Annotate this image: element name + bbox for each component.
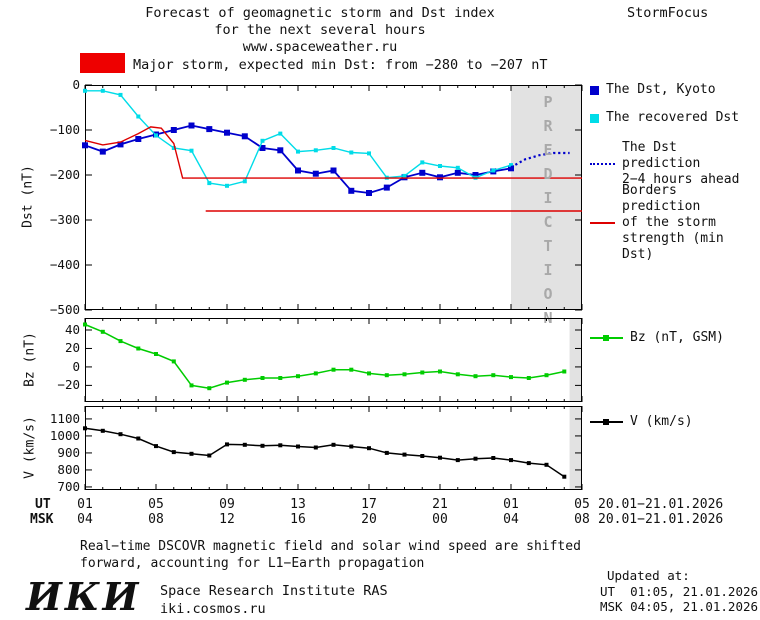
iki-logo: ИКИ xyxy=(26,574,142,619)
storm-level-swatch xyxy=(80,53,125,73)
ut-x-tick-label: 05 xyxy=(574,497,590,512)
legend-label-dst-prediction-line2: 2−4 hours ahead xyxy=(622,172,740,187)
ut-x-tick-label: 05 xyxy=(148,497,164,512)
msk-x-tick-label: 04 xyxy=(503,512,519,527)
ut-x-tick-label: 09 xyxy=(219,497,235,512)
y-tick-label: −20 xyxy=(57,377,80,393)
legend-item-dst-kyoto: The Dst, Kyoto xyxy=(590,82,716,98)
dst-kyoto-swatch-icon xyxy=(590,85,599,95)
msk-x-tick-label: 12 xyxy=(219,512,235,527)
y-tick-label: 700 xyxy=(57,478,80,494)
legend-item-borders-prediction: Borders prediction of the storm strength… xyxy=(590,183,760,263)
institute-site: iki.cosmos.ru xyxy=(160,601,266,617)
y-tick-label: 40 xyxy=(64,322,80,337)
v-line-marker-icon xyxy=(590,418,623,427)
ut-x-tick-label: 17 xyxy=(361,497,377,512)
msk-x-tick-label: 08 xyxy=(574,512,590,527)
ut-date-range: 20.01−21.01.2026 xyxy=(598,497,724,512)
dst-chart xyxy=(82,84,583,311)
legend-label-v: V (km/s) xyxy=(630,414,693,429)
v-marker-icon xyxy=(603,419,609,425)
msk-row-label: MSK xyxy=(30,512,54,527)
msk-x-tick-label: 16 xyxy=(290,512,306,527)
updated-at-msk: MSK 04:05, 21.01.2026 xyxy=(600,599,759,614)
legend-label-dst-prediction-line1: The Dst prediction xyxy=(622,140,701,171)
ut-x-tick-label: 01 xyxy=(77,497,93,512)
page-title: Forecast of geomagnetic storm and Dst in… xyxy=(145,5,495,21)
legend-label-bz: Bz (nT, GSM) xyxy=(630,330,724,345)
msk-x-tick-label: 00 xyxy=(432,512,448,527)
dst-axis-label: Dst (nT) xyxy=(20,165,36,228)
institute-name: Space Research Institute RAS xyxy=(160,583,388,599)
legend-label-borders-line1: Borders prediction xyxy=(622,183,701,214)
msk-x-tick-label: 20 xyxy=(361,512,377,527)
page-subtitle: for the next several hours xyxy=(214,22,426,38)
recovered-dst-swatch-icon xyxy=(590,113,599,123)
ut-row-label: UT xyxy=(35,497,51,512)
prediction-band-label: PREDICTION xyxy=(539,93,557,333)
updated-at-label: Updated at: xyxy=(607,568,690,583)
y-tick-label: 900 xyxy=(57,444,80,460)
source-url: www.spaceweather.ru xyxy=(242,39,398,55)
y-tick-label: 800 xyxy=(57,461,80,477)
legend-label-dst-kyoto: The Dst, Kyoto xyxy=(606,82,716,97)
y-tick-label: −200 xyxy=(49,167,80,182)
brand-stormfocus: StormFocus xyxy=(627,5,709,21)
borders-prediction-line-icon xyxy=(590,222,615,224)
storm-alert-text: Major storm, expected min Dst: from −280… xyxy=(133,57,548,73)
updated-at-ut: UT 01:05, 21.01.2026 xyxy=(600,584,759,599)
legend-label-recovered-dst: The recovered Dst xyxy=(606,110,740,125)
bz-marker-icon xyxy=(603,335,609,341)
y-tick-label: 0 xyxy=(72,358,80,374)
y-tick-label: −100 xyxy=(49,122,80,137)
msk-x-tick-label: 04 xyxy=(77,512,93,527)
legend-label-borders-line3: strength (min Dst) xyxy=(622,231,724,262)
bz-chart xyxy=(83,318,583,402)
legend-item-v: V (km/s) xyxy=(590,414,693,430)
footnote-line1: Real−time DSCOVR magnetic field and sola… xyxy=(80,539,581,554)
y-tick-label: −300 xyxy=(49,212,80,227)
legend-label-borders-prediction: Borders prediction of the storm strength… xyxy=(622,183,760,263)
y-tick-label: 0 xyxy=(72,77,80,92)
ut-x-tick-label: 21 xyxy=(432,497,448,512)
ut-x-tick-label: 01 xyxy=(503,497,519,512)
dst-prediction-dotted-line-icon xyxy=(590,163,615,165)
bz-line-marker-icon xyxy=(590,334,623,343)
legend-label-dst-prediction: The Dst prediction 2−4 hours ahead xyxy=(622,140,760,188)
y-tick-label: 20 xyxy=(64,340,80,356)
legend-item-dst-prediction: The Dst prediction 2−4 hours ahead xyxy=(590,140,760,188)
legend-item-recovered-dst: The recovered Dst xyxy=(590,110,739,126)
msk-date-range: 20.01−21.01.2026 xyxy=(598,512,724,527)
msk-x-tick-label: 08 xyxy=(148,512,164,527)
y-tick-label: −500 xyxy=(49,302,80,317)
footnote-line2: forward, accounting for L1−Earth propaga… xyxy=(80,556,425,571)
legend-label-borders-line2: of the storm xyxy=(622,215,716,230)
y-tick-label: 1100 xyxy=(49,410,80,426)
y-tick-label: −400 xyxy=(49,257,80,272)
ut-x-tick-label: 13 xyxy=(290,497,306,512)
v-chart xyxy=(83,406,583,490)
legend-item-bz: Bz (nT, GSM) xyxy=(590,330,724,346)
y-tick-label: 1000 xyxy=(49,427,80,443)
